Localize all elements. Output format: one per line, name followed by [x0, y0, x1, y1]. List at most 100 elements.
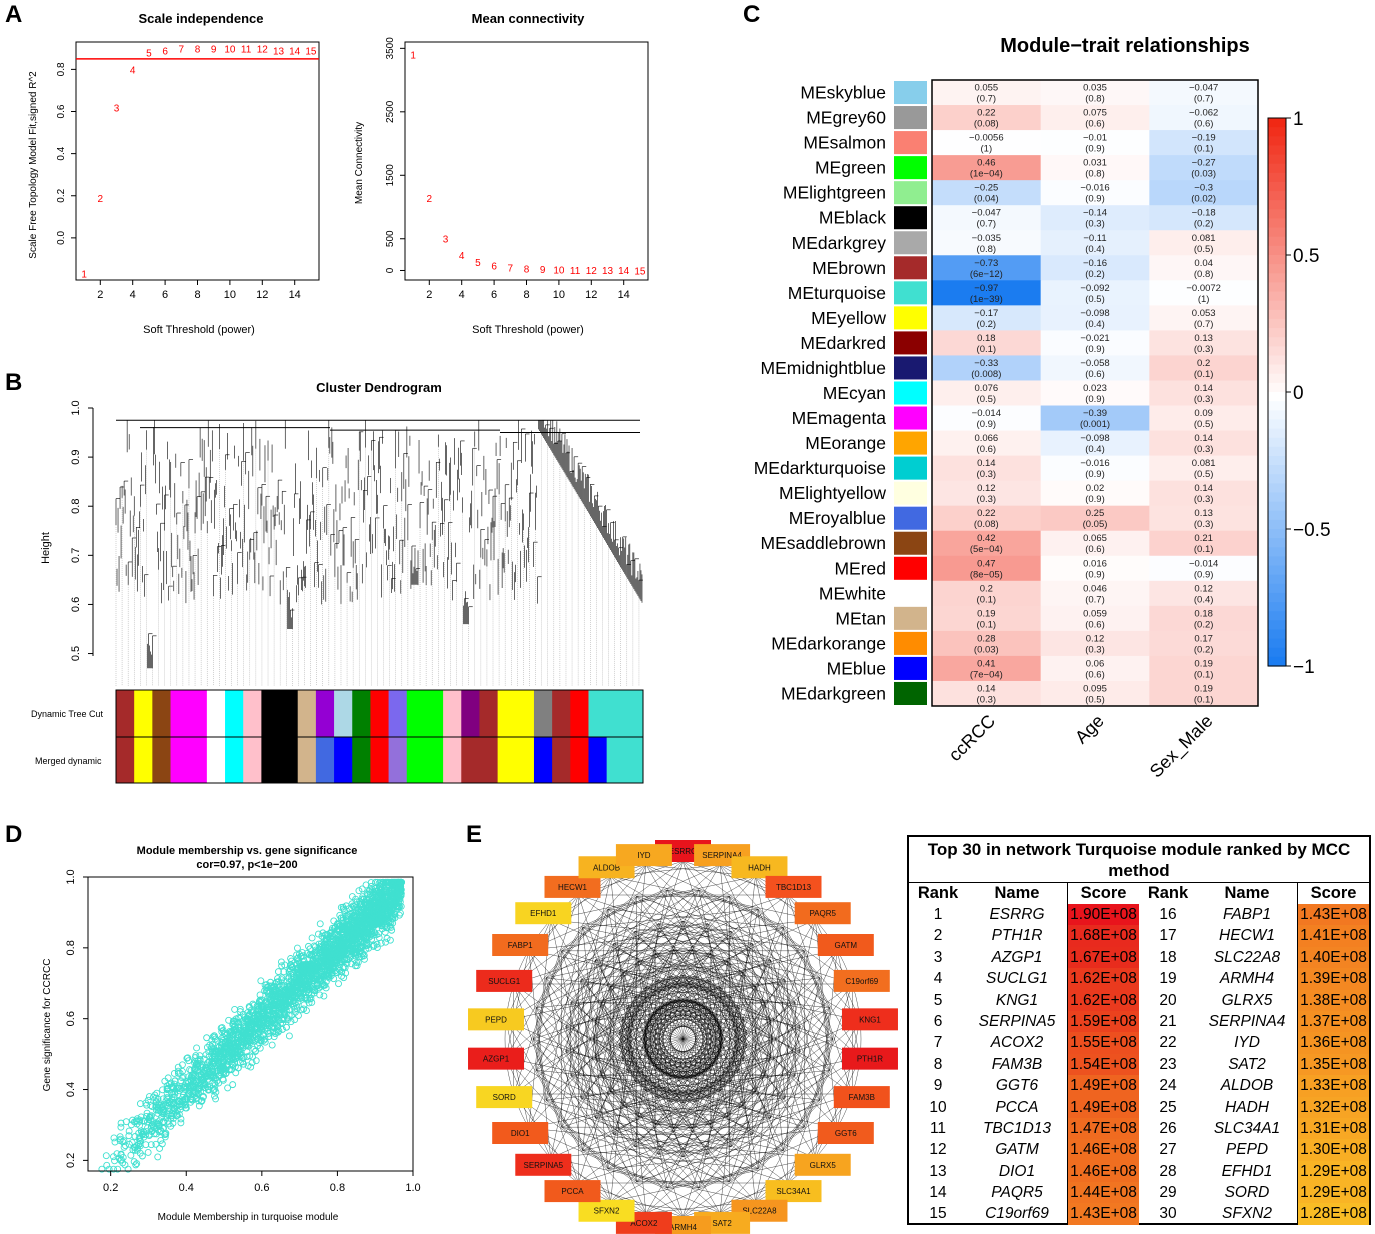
heatmap-cell-pvalue: (1e−39)	[970, 294, 1003, 305]
table-cell-rank: 13	[929, 1162, 947, 1180]
heatmap-cell	[1149, 605, 1259, 632]
table-cell-name: AZGP1	[991, 948, 1043, 966]
network-edge	[698, 889, 830, 1008]
gene-point	[103, 1161, 111, 1169]
network-edge	[570, 1002, 614, 1135]
gene-point	[236, 1059, 244, 1067]
dynamic-color-segment	[261, 690, 281, 737]
colorbar-step	[1268, 328, 1286, 338]
network-node-label: TBC1D13	[776, 883, 812, 892]
network-edge	[582, 908, 759, 928]
network-edge	[707, 1051, 801, 1155]
heatmap-cell-cor: 0.19	[1194, 683, 1213, 694]
gene-point	[180, 1099, 188, 1107]
module-color-swatch	[894, 131, 927, 155]
network-edge	[785, 979, 801, 1052]
mean-connectivity-point-label: 4	[459, 251, 465, 262]
gene-point	[328, 924, 336, 932]
module-label: MElightgreen	[783, 183, 886, 203]
network-edge	[607, 889, 699, 910]
gene-point	[217, 1063, 224, 1071]
network-edge	[580, 979, 732, 1147]
gene-point	[320, 992, 328, 1000]
heatmap-cell-pvalue: (0.8)	[977, 244, 997, 255]
panel-letter-a: A	[5, 1, 22, 28]
gene-point	[315, 940, 323, 948]
mean-connectivity-point-label: 2	[427, 194, 433, 205]
heatmap-cell	[1040, 305, 1150, 331]
table-header-name-2: Name	[1224, 884, 1270, 902]
network-edge	[667, 1099, 821, 1189]
network-edge	[513, 894, 788, 1095]
gene-point	[303, 965, 311, 973]
table-cell-score: 1.29E+08	[1297, 1182, 1369, 1204]
heatmap-cell-pvalue: (0.1)	[977, 619, 997, 630]
network-edge	[643, 1004, 704, 1031]
membership-title: Module membership vs. gene significance	[137, 845, 358, 857]
dynamic-color-segment	[624, 690, 644, 737]
gene-point	[318, 976, 326, 984]
membership-ylabel: Gene significance for CCRCC	[42, 959, 53, 1092]
network-edge	[635, 996, 747, 1046]
network-edge	[619, 1006, 739, 1033]
network-edge	[730, 1006, 739, 1082]
gene-point	[373, 909, 381, 917]
network-edge	[656, 1009, 664, 1074]
network-edge	[528, 864, 721, 951]
network-edge	[643, 1038, 684, 1048]
heatmap-cell-pvalue: (0.1)	[977, 344, 997, 355]
network-node-label: SERPINA5	[523, 1161, 563, 1170]
gene-point	[209, 1064, 217, 1072]
table-cell-name: SFXN2	[1222, 1205, 1272, 1223]
scale-independence-ytick-label: 0.0	[56, 230, 67, 244]
heatmap-cell-pvalue: (0.04)	[974, 194, 999, 205]
scale-independence-point-label: 5	[146, 49, 152, 60]
network-edge	[682, 1009, 710, 1040]
module-color-swatch	[894, 656, 927, 680]
network-edge	[634, 1146, 708, 1155]
network-edge	[650, 1015, 671, 1078]
network-edge	[528, 1057, 861, 1129]
network-edge	[635, 1081, 710, 1098]
table-cell-score: 1.67E+08	[1067, 946, 1139, 969]
network-edge	[565, 1051, 732, 1147]
gene-point	[322, 949, 330, 956]
mean-connectivity-xtick-label: 14	[618, 289, 630, 301]
gene-point	[169, 1107, 177, 1115]
gene-point	[248, 1059, 256, 1067]
network-edge	[667, 1168, 759, 1189]
gene-point	[390, 888, 398, 895]
colorbar-step	[1268, 401, 1286, 411]
dynamic-color-segment	[352, 690, 371, 737]
gene-point	[242, 1023, 250, 1031]
colorbar-step	[1268, 318, 1286, 329]
gene-point	[344, 922, 352, 930]
network-edge	[662, 1047, 723, 1074]
network-edge	[678, 999, 704, 1005]
gene-point	[223, 1061, 231, 1069]
gene-point	[225, 1016, 233, 1024]
gene-point	[278, 962, 286, 970]
gene-point	[363, 941, 371, 949]
gene-point	[262, 987, 270, 995]
network-edge	[627, 976, 697, 1008]
network-edge	[580, 979, 801, 1027]
heatmap-cell-cor: 0.13	[1194, 508, 1213, 519]
network-edge	[622, 974, 684, 1020]
network-edge	[532, 1038, 562, 1128]
network-edge	[669, 976, 710, 981]
network-edge	[730, 960, 771, 1147]
gene-point	[210, 1059, 218, 1067]
heatmap-cell	[1040, 280, 1150, 306]
network-edge	[570, 1075, 753, 1135]
gene-point	[255, 1039, 263, 1047]
network-edge	[595, 931, 732, 961]
heatmap-cell	[1149, 105, 1259, 131]
network-edge	[707, 979, 786, 1155]
network-edge	[561, 896, 637, 1128]
module-color-swatch	[894, 481, 927, 505]
gene-point	[285, 1032, 293, 1040]
gene-point	[146, 1112, 154, 1120]
gene-point	[170, 1070, 178, 1077]
network-edge	[682, 860, 788, 1184]
